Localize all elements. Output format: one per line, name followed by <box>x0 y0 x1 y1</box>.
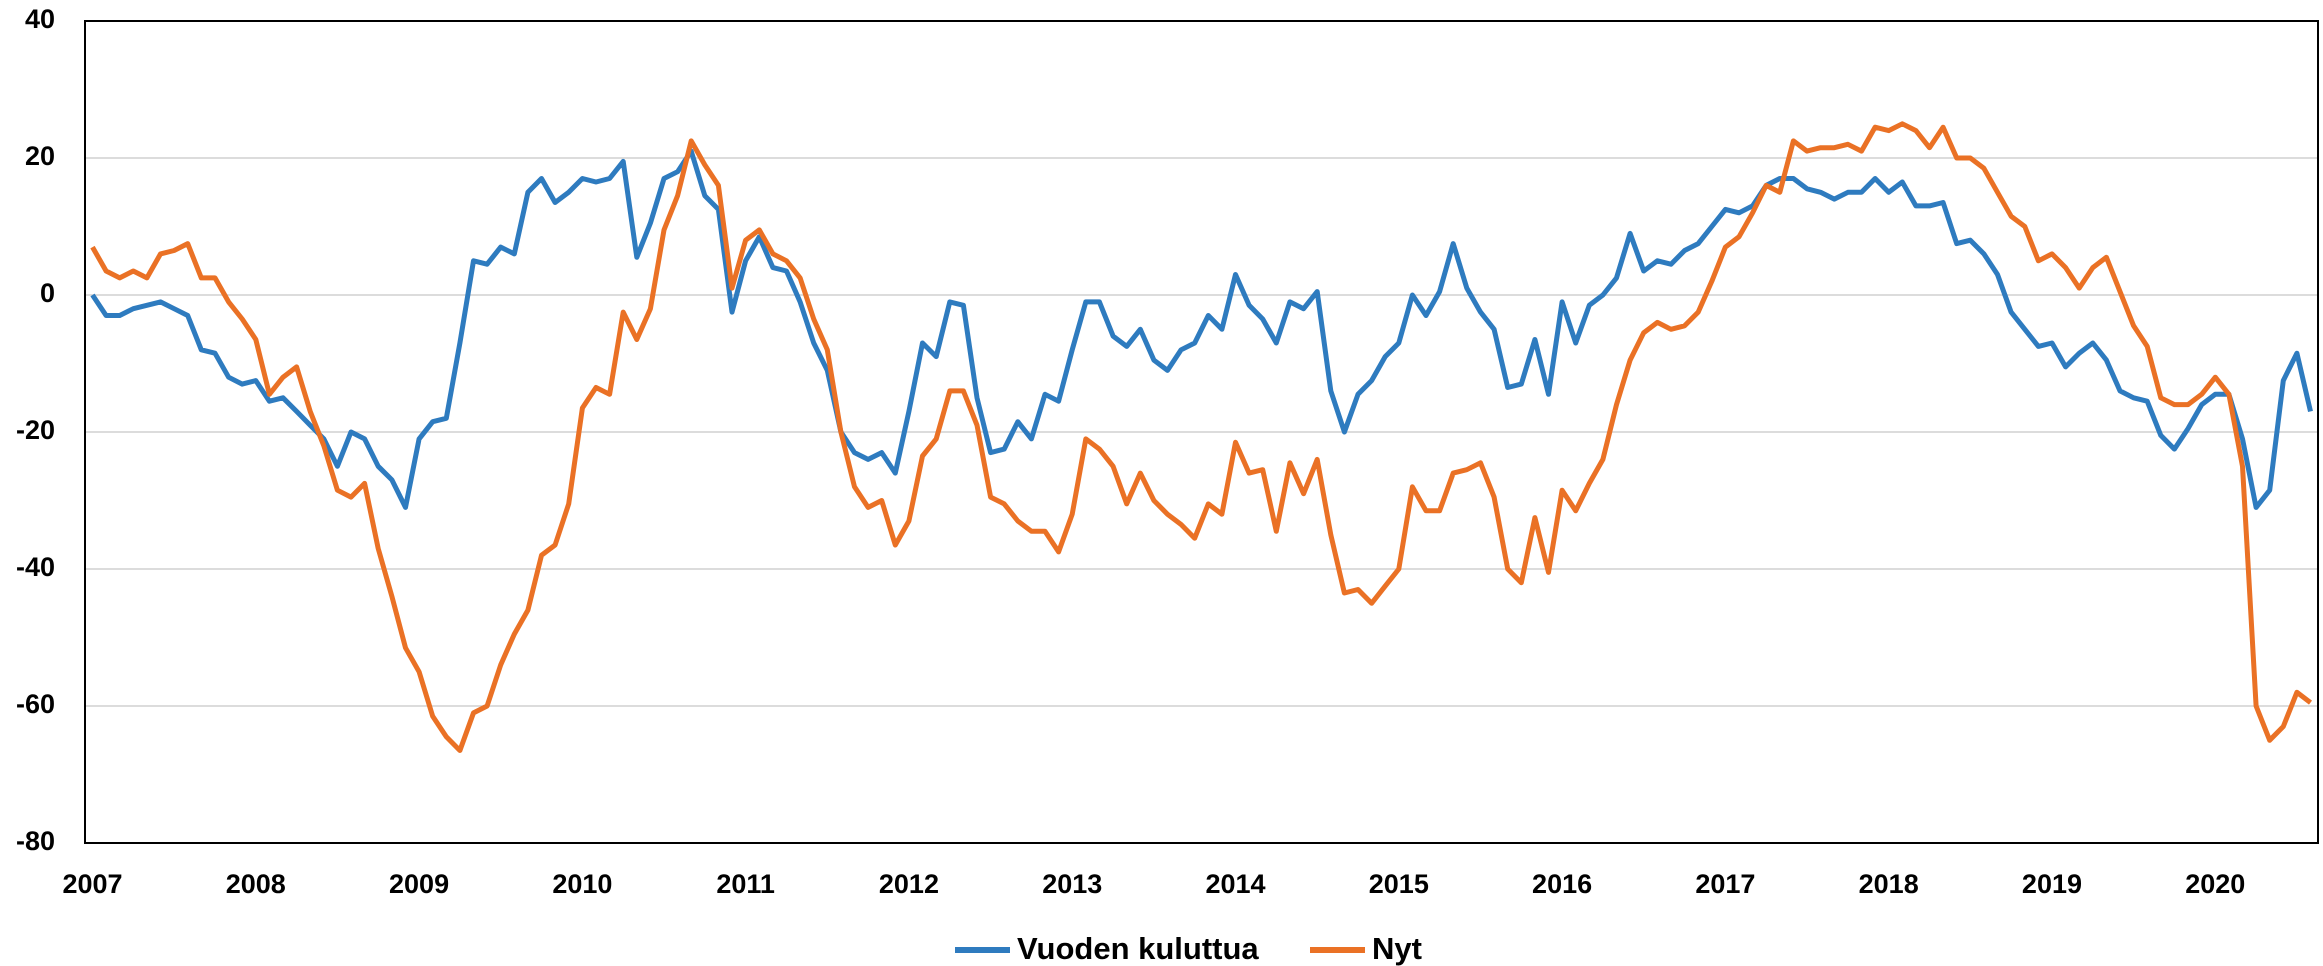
y-tick-label: -20 <box>16 415 55 445</box>
x-tick-label: 2020 <box>2185 869 2245 899</box>
plot-border <box>84 20 2319 844</box>
series-line <box>90 148 2313 510</box>
x-tick-label: 2017 <box>1695 869 1755 899</box>
y-tick-label: 0 <box>40 278 55 308</box>
x-tick-label: 2013 <box>1042 869 1102 899</box>
x-tick-label: 2015 <box>1369 869 1429 899</box>
y-tick-label: 40 <box>25 4 55 34</box>
y-tick-label: 20 <box>25 141 55 171</box>
legend-label: Nyt <box>1372 931 1422 966</box>
x-tick-label: 2014 <box>1205 869 1265 899</box>
legend-label: Vuoden kuluttua <box>1017 931 1259 966</box>
series-line <box>90 121 2313 753</box>
x-tick-label: 2008 <box>226 869 286 899</box>
x-tick-label: 2011 <box>716 869 775 899</box>
x-tick-label: 2016 <box>1532 869 1592 899</box>
x-tick-label: 2018 <box>1859 869 1919 899</box>
y-tick-label: -60 <box>16 689 55 719</box>
x-tick-label: 2009 <box>389 869 449 899</box>
x-tick-label: 2012 <box>879 869 939 899</box>
y-tick-label: -40 <box>16 552 55 582</box>
x-tick-label: 2019 <box>2022 869 2082 899</box>
x-tick-label: 2007 <box>62 869 122 899</box>
y-tick-label: -80 <box>16 826 55 856</box>
x-tick-label: 2010 <box>552 869 612 899</box>
